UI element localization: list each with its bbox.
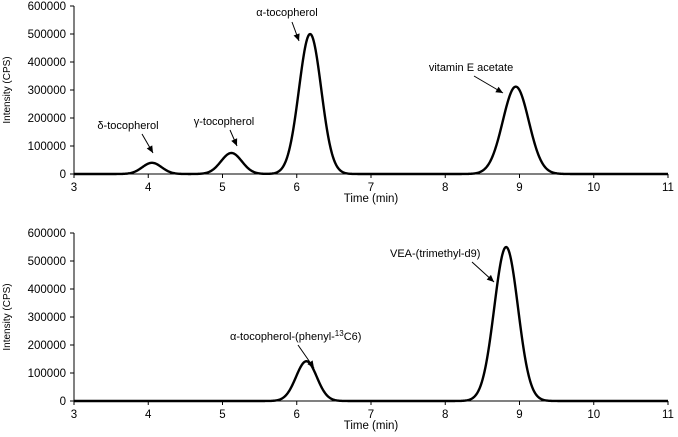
- x-tick-label: 6: [294, 182, 300, 194]
- x-tick-label: 10: [587, 182, 600, 194]
- peak-label: vitamin E acetate: [429, 62, 513, 74]
- x-tick-label: 10: [587, 409, 600, 421]
- x-tick-label: 8: [442, 182, 448, 194]
- peak-label: VEA-(trimethyl-d9): [390, 248, 480, 260]
- x-tick-label: 3: [71, 409, 77, 421]
- peak-label: γ-tocopherol: [194, 116, 255, 128]
- peak-arrow-head: [231, 138, 238, 146]
- y-tick-label: 500000: [28, 256, 66, 268]
- bottom-x-axis-title: Time (min): [344, 420, 399, 432]
- top-y-axis-title: Intensity (CPS): [2, 56, 13, 123]
- peak-label: α-tocopherol: [256, 7, 317, 19]
- peak-arrow-head: [486, 274, 494, 282]
- x-tick-label: 8: [442, 409, 448, 421]
- y-tick-label: 500000: [28, 29, 66, 41]
- top-x-axis-title: Time (min): [344, 193, 399, 205]
- x-tick-label: 7: [368, 409, 374, 421]
- y-tick-label: 400000: [28, 284, 66, 296]
- y-tick-label: 100000: [28, 368, 66, 380]
- y-tick-label: 300000: [28, 312, 66, 324]
- x-tick-label: 4: [145, 182, 152, 194]
- x-tick-label: 11: [662, 409, 674, 421]
- y-tick-label: 0: [60, 169, 66, 181]
- x-tick-label: 5: [219, 182, 225, 194]
- chromatogram-trace: [73, 245, 669, 403]
- top-chart-panel: Intensity (CPS) Time (min) 0 100000 200000…: [2, 1, 674, 205]
- y-tick-label: 200000: [28, 340, 66, 352]
- peak-arrow-head: [307, 360, 314, 368]
- x-tick-label: 4: [145, 409, 152, 421]
- x-tick-label: 9: [516, 182, 522, 194]
- peak-arrow-head: [146, 145, 153, 153]
- y-tick-label: 0: [60, 396, 66, 408]
- y-tick-label: 600000: [28, 228, 66, 240]
- y-tick-label: 600000: [28, 1, 66, 13]
- peak-arrow-head: [495, 86, 503, 93]
- x-tick-label: 9: [516, 409, 522, 421]
- peak-label: δ-tocopherol: [97, 120, 158, 132]
- x-tick-label: 6: [294, 409, 300, 421]
- x-tick-label: 11: [662, 182, 674, 194]
- y-tick-label: 100000: [28, 141, 66, 153]
- x-tick-label: 7: [368, 182, 374, 194]
- y-tick-label: 300000: [28, 85, 66, 97]
- y-tick-label: 400000: [28, 57, 66, 69]
- x-tick-label: 5: [219, 409, 225, 421]
- x-tick-label: 3: [71, 182, 77, 194]
- peak-arrow-head: [293, 33, 300, 41]
- y-tick-label: 200000: [28, 113, 66, 125]
- peak-label: α-tocopherol-(phenyl-13C6): [230, 329, 361, 343]
- bottom-chart-panel: Intensity (CPS) Time (min) 0 100000 200000…: [2, 228, 674, 432]
- chromatogram-trace: [73, 32, 669, 176]
- bottom-y-axis-title: Intensity (CPS): [2, 283, 13, 350]
